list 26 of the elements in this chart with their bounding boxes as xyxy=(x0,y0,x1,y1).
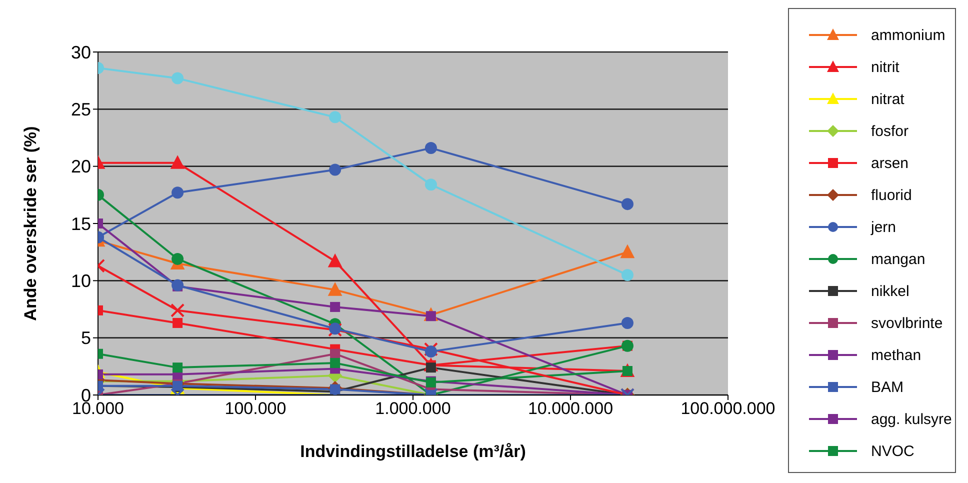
y-tick-label: 10 xyxy=(70,271,91,292)
x-tick-label: 100.000 xyxy=(224,399,286,418)
legend-label: fluorid xyxy=(871,186,912,204)
y-tick-label: 30 xyxy=(70,42,91,62)
legend-label: svovlbrinte xyxy=(871,314,943,332)
x-tick-label: 1.000.000 xyxy=(375,399,451,418)
legend-label: arsen xyxy=(871,154,909,172)
legend-label: mangan xyxy=(871,250,926,268)
y-tick-label: 5 xyxy=(80,328,91,348)
y-tick-label: 25 xyxy=(70,100,91,120)
legend-label: fosfor xyxy=(871,122,909,140)
y-axis-title: Ande overskride ser (%) xyxy=(21,126,40,321)
legend-label: agg. kulsyre xyxy=(871,410,952,428)
legend-label: jern xyxy=(871,218,896,236)
legend-label: nitrat xyxy=(871,90,904,108)
legend-label: methan xyxy=(871,346,922,364)
x-tick-label: 100.000.000 xyxy=(680,399,776,418)
x-tick-label: 10.000.000 xyxy=(528,399,614,418)
legend-label: NVOC xyxy=(871,442,914,460)
legend-label: ammonium xyxy=(871,26,946,44)
legend-label: nikkel xyxy=(871,282,910,300)
y-tick-label: 20 xyxy=(70,156,91,177)
legend-label: nitrit xyxy=(871,58,900,76)
y-tick-label: 15 xyxy=(70,214,91,234)
x-axis-title: Indvindingstilladelse (m³/år) xyxy=(300,442,526,461)
legend-label: BAM xyxy=(871,378,904,396)
